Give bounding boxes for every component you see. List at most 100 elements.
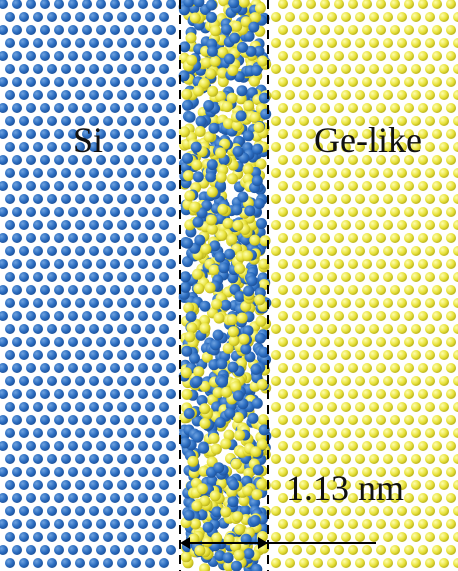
atom <box>348 77 358 87</box>
atom <box>138 103 148 113</box>
atom <box>278 77 288 87</box>
atom <box>249 235 260 246</box>
atom <box>390 103 400 113</box>
atom <box>152 415 162 425</box>
atom <box>446 25 456 35</box>
atom <box>369 64 379 74</box>
atom <box>271 142 281 152</box>
atom <box>369 532 379 542</box>
atom <box>96 363 106 373</box>
atom <box>334 415 344 425</box>
atom <box>19 168 29 178</box>
atom <box>232 220 243 231</box>
atom <box>47 376 57 386</box>
atom <box>159 142 169 152</box>
atom <box>271 298 281 308</box>
atom <box>355 558 365 568</box>
atom <box>355 350 365 360</box>
atom <box>138 493 148 503</box>
atom <box>82 493 92 503</box>
atom <box>19 402 29 412</box>
atom <box>145 64 155 74</box>
atom <box>355 454 365 464</box>
atom <box>68 207 78 217</box>
atom <box>271 506 281 516</box>
atom <box>89 168 99 178</box>
atom <box>292 363 302 373</box>
label-si: Si <box>73 120 103 160</box>
atom <box>362 181 372 191</box>
atom <box>278 389 288 399</box>
atom <box>181 367 192 378</box>
atom <box>61 298 71 308</box>
atom <box>131 220 141 230</box>
atom <box>96 103 106 113</box>
atom <box>355 402 365 412</box>
atom <box>68 103 78 113</box>
atom <box>418 493 428 503</box>
atom <box>425 376 435 386</box>
atom <box>193 171 204 182</box>
atom <box>54 363 64 373</box>
atom <box>5 12 15 22</box>
atom <box>82 259 92 269</box>
atom <box>255 333 266 344</box>
atom <box>5 64 15 74</box>
atom <box>40 493 50 503</box>
atom <box>200 244 211 255</box>
atom <box>376 181 386 191</box>
atom <box>376 337 386 347</box>
atom <box>418 389 428 399</box>
atom <box>313 168 323 178</box>
atom <box>75 454 85 464</box>
atom <box>110 415 120 425</box>
atom <box>68 25 78 35</box>
atom <box>61 12 71 22</box>
atom <box>159 402 169 412</box>
atom <box>54 129 64 139</box>
atom <box>40 311 50 321</box>
atom <box>194 235 205 246</box>
atom <box>40 545 50 555</box>
atom <box>404 493 414 503</box>
atom <box>131 402 141 412</box>
atom <box>110 441 120 451</box>
atom <box>369 194 379 204</box>
atom <box>89 194 99 204</box>
atom <box>40 51 50 61</box>
atom <box>54 389 64 399</box>
atom <box>439 298 449 308</box>
atom <box>271 12 281 22</box>
atom <box>207 46 218 57</box>
atom <box>320 259 330 269</box>
atom <box>198 443 209 454</box>
atom <box>82 207 92 217</box>
atom <box>145 168 155 178</box>
atom <box>404 51 414 61</box>
atom <box>191 160 202 171</box>
atom <box>418 441 428 451</box>
atom <box>334 181 344 191</box>
atom <box>54 207 64 217</box>
atom <box>256 479 267 490</box>
atom <box>152 311 162 321</box>
atom <box>152 129 162 139</box>
atom <box>124 545 134 555</box>
atom <box>285 168 295 178</box>
atom <box>82 545 92 555</box>
atom <box>152 467 162 477</box>
atom <box>185 112 196 123</box>
atom <box>82 77 92 87</box>
atom <box>313 298 323 308</box>
atom <box>233 146 244 157</box>
atom <box>243 164 254 175</box>
atom <box>313 90 323 100</box>
atom <box>390 233 400 243</box>
atom <box>341 350 351 360</box>
atom <box>159 532 169 542</box>
atom <box>210 25 221 36</box>
atom <box>26 25 36 35</box>
atom <box>439 324 449 334</box>
atom <box>418 103 428 113</box>
atom <box>327 532 337 542</box>
